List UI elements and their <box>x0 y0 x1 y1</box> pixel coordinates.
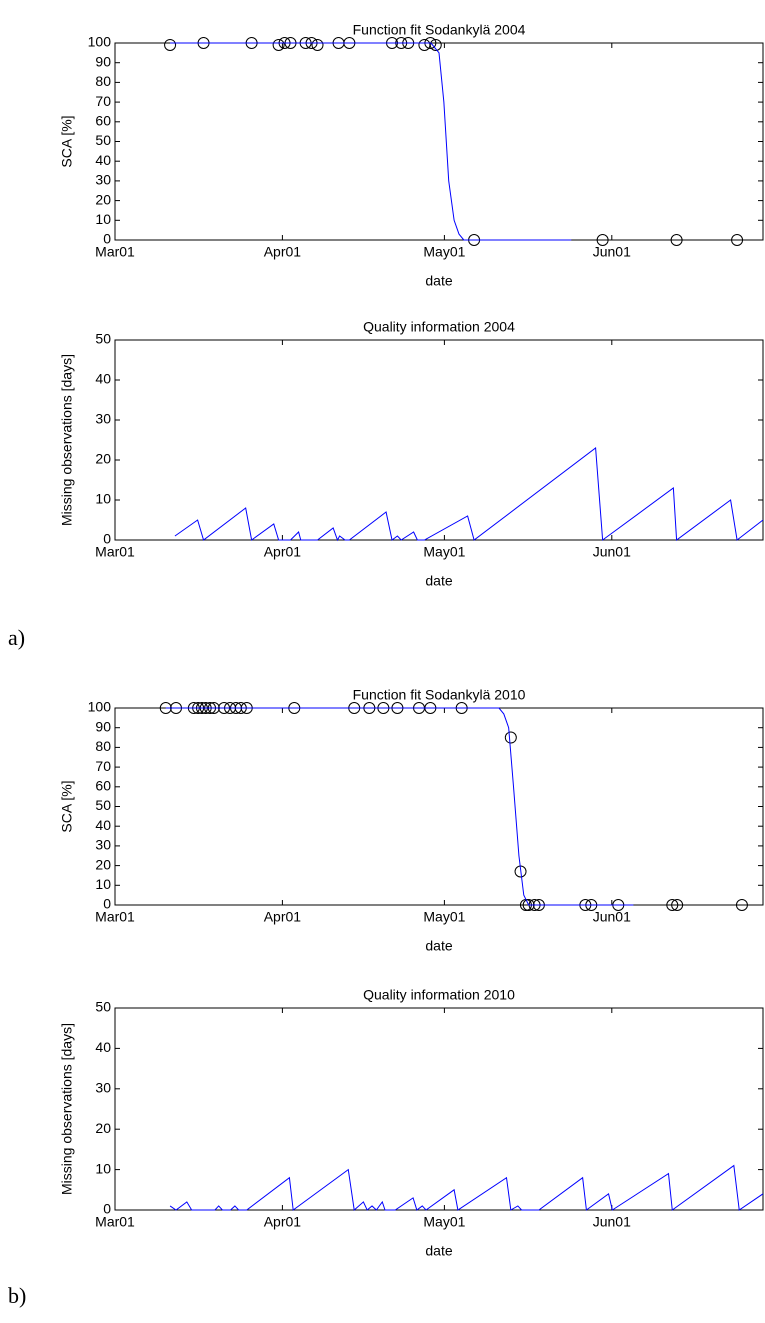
y-tick-label: 90 <box>95 718 111 734</box>
y-tick-label: 20 <box>95 191 111 207</box>
y-tick-label: 0 <box>103 531 111 547</box>
y-tick-label: 50 <box>95 999 111 1015</box>
y-tick-label: 90 <box>95 53 111 69</box>
data-point <box>504 731 517 744</box>
plot-area <box>114 1007 764 1211</box>
y-tick-label: 70 <box>95 758 111 774</box>
chart-title: Function fit Sodankylä 2010 <box>353 687 526 703</box>
x-tick-label: Mar01 <box>95 244 135 260</box>
data-point <box>731 234 744 246</box>
x-tick-label: Jun01 <box>593 909 631 925</box>
y-tick-label: 80 <box>95 738 111 754</box>
plot-area <box>114 339 764 541</box>
data-line <box>174 447 764 542</box>
data-point <box>666 899 679 911</box>
x-axis-label: date <box>425 938 452 954</box>
y-tick-label: 20 <box>95 856 111 872</box>
plot-area <box>114 42 764 241</box>
x-tick-label: May01 <box>423 244 465 260</box>
y-tick-label: 30 <box>95 411 111 427</box>
y-tick-label: 30 <box>95 172 111 188</box>
y-tick-label: 80 <box>95 73 111 89</box>
y-tick-label: 40 <box>95 371 111 387</box>
plot-area <box>114 707 764 906</box>
x-tick-label: Apr01 <box>264 244 302 260</box>
y-tick-label: 100 <box>88 34 112 50</box>
y-tick-label: 10 <box>95 491 111 507</box>
data-point <box>429 38 442 51</box>
data-point <box>272 38 285 51</box>
y-tick-label: 30 <box>95 1080 111 1096</box>
data-point <box>670 234 683 246</box>
x-tick-label: May01 <box>423 1214 465 1230</box>
y-tick-label: 50 <box>95 132 111 148</box>
panel-label: b) <box>8 1283 26 1308</box>
y-tick-label: 100 <box>88 699 112 715</box>
data-line <box>169 1164 764 1211</box>
y-axis-label: SCA [%] <box>59 115 75 167</box>
x-axis-label: date <box>425 1243 452 1259</box>
x-tick-label: Mar01 <box>95 1214 135 1230</box>
y-tick-label: 10 <box>95 876 111 892</box>
y-tick-label: 40 <box>95 1039 111 1055</box>
x-tick-label: May01 <box>423 909 465 925</box>
x-tick-label: Jun01 <box>593 1214 631 1230</box>
y-tick-label: 0 <box>103 231 111 247</box>
x-tick-label: Apr01 <box>264 1214 302 1230</box>
y-tick-label: 10 <box>95 211 111 227</box>
y-axis-label: Missing observations [days] <box>59 1023 75 1195</box>
data-point <box>311 38 324 51</box>
y-tick-label: 50 <box>95 331 111 347</box>
data-point <box>735 899 748 911</box>
x-axis-label: date <box>425 573 452 589</box>
x-tick-label: May01 <box>423 544 465 560</box>
data-point <box>671 899 684 911</box>
y-tick-label: 0 <box>103 896 111 912</box>
y-tick-label: 60 <box>95 778 111 794</box>
y-axis-label: SCA [%] <box>59 780 75 832</box>
data-line <box>170 42 572 241</box>
panel-label: a) <box>8 625 25 650</box>
chart-title: Quality information 2004 <box>363 319 515 335</box>
x-tick-label: Mar01 <box>95 909 135 925</box>
y-tick-label: 40 <box>95 152 111 168</box>
x-tick-label: Jun01 <box>593 244 631 260</box>
y-tick-label: 10 <box>95 1160 111 1176</box>
x-tick-label: Apr01 <box>264 544 302 560</box>
x-tick-label: Mar01 <box>95 544 135 560</box>
y-tick-label: 20 <box>95 1120 111 1136</box>
y-tick-label: 70 <box>95 93 111 109</box>
x-tick-label: Jun01 <box>593 544 631 560</box>
data-point <box>596 234 609 246</box>
chart-title: Quality information 2010 <box>363 987 515 1003</box>
chart-title: Function fit Sodankylä 2004 <box>353 22 526 38</box>
x-axis-label: date <box>425 273 452 289</box>
x-tick-label: Apr01 <box>264 909 302 925</box>
y-axis-label: Missing observations [days] <box>59 354 75 526</box>
y-tick-label: 30 <box>95 837 111 853</box>
y-tick-label: 50 <box>95 797 111 813</box>
data-point <box>164 38 177 51</box>
data-line <box>165 707 634 906</box>
y-tick-label: 40 <box>95 817 111 833</box>
y-tick-label: 20 <box>95 451 111 467</box>
y-tick-label: 60 <box>95 113 111 129</box>
y-tick-label: 0 <box>103 1201 111 1217</box>
